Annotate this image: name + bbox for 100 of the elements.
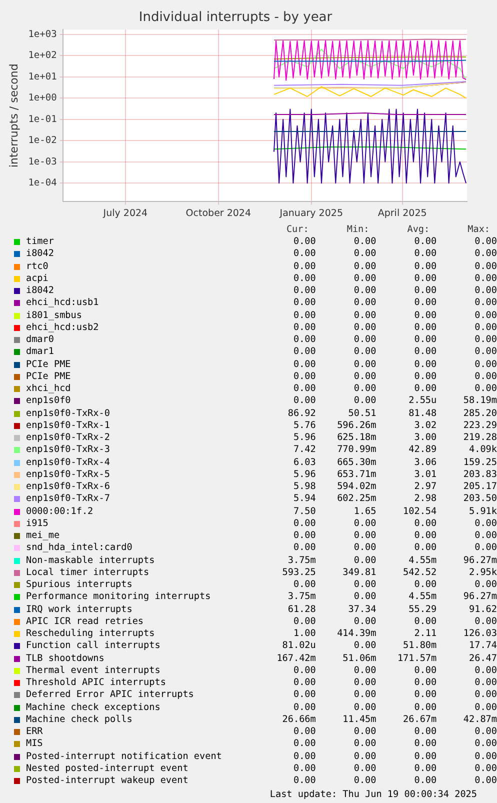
legend-label: Machine check polls [26, 714, 134, 726]
text: 3.75m 0.00 4.55m 96.27m [288, 591, 497, 602]
text: Avg: [406, 224, 431, 236]
text: 0.00 0.00 0.00 0.00 [293, 297, 497, 308]
legend-label: Non-maskable interrupts [26, 554, 156, 567]
text: 0.00 0.00 0.00 0.00 [293, 677, 497, 688]
y-tick-label: 1e+00 [28, 92, 58, 104]
y-axis-title: interrupts / second [7, 64, 20, 168]
legend-label: ERR [26, 726, 44, 738]
text: 7.42 770.99m 42.89 4.09k [293, 444, 497, 456]
legend-label: enp1s0f0-TxRx-2 [26, 432, 111, 444]
text: 0.00 0.00 0.00 0.00 [293, 322, 497, 333]
text: 0.00 0.00 0.00 0.00 [293, 775, 497, 786]
y-tick-label: 1e-04 [28, 178, 58, 189]
legend-label: enp1s0f0-TxRx-0 [26, 408, 111, 420]
text: Cur: [285, 224, 310, 236]
text: 5.96 653.71m 3.01 203.83 [293, 468, 497, 480]
y-tick-label: 1e-01 [28, 114, 58, 125]
text: 167.42m 51.06m 171.57m 26.47 [276, 652, 497, 664]
text: 0.00 0.00 0.00 0.00 [293, 738, 497, 750]
text: 0.00 0.00 0.00 0.00 [293, 310, 497, 320]
text: 0.00 0.00 0.00 0.00 [293, 530, 497, 541]
legend-label: snd_hda_intel:card0 [26, 542, 134, 554]
text: 0.00 0.00 0.00 0.00 [293, 579, 497, 590]
text: 0.00 0.00 0.00 0.00 [293, 248, 497, 260]
text: 0.00 0.00 0.00 0.00 [293, 358, 497, 370]
legend-label: Posted-interrupt notification event [26, 750, 223, 763]
x-tick-label: January 2025 [278, 208, 343, 219]
text: 61.28 37.34 55.29 91.62 [288, 604, 497, 614]
legend-label: Nested posted-interrupt event [26, 762, 190, 775]
text: 3.75m 0.00 4.55m 96.27m [288, 554, 497, 566]
text: 1.00 414.39m 2.11 126.03 [293, 628, 497, 639]
text: 0.00 0.00 0.00 0.00 [293, 383, 497, 394]
text: 0.00 0.00 0.00 0.00 [293, 370, 497, 382]
legend-label: enp1s0f0-TxRx-4 [26, 456, 111, 469]
legend-label: acpi [26, 272, 50, 285]
text: 0.00 0.00 0.00 0.00 [293, 272, 497, 284]
y-tick-label: 1e+01 [28, 71, 58, 82]
legend-label: enp1s0f0 [26, 395, 72, 408]
text: Last update: Thu Jun 19 00:00:34 2025 [268, 789, 478, 802]
text: 0.00 0.00 0.00 0.00 [293, 616, 497, 627]
legend-label: Thermal event interrupts [26, 664, 162, 677]
text: 0.00 0.00 0.00 0.00 [293, 702, 497, 712]
legend-label: enp1s0f0-TxRx-7 [26, 493, 111, 506]
legend-label: i8042 [26, 248, 55, 260]
legend-label: 0000:00:1f.2 [26, 506, 94, 518]
x-tick-label: July 2024 [102, 208, 148, 219]
text: 5.94 602.25m 2.98 203.50 [293, 493, 497, 504]
y-tick-label: 1e-03 [28, 156, 57, 168]
legend-label: dmar0 [26, 334, 55, 346]
text: 0.00 0.00 0.00 0.00 [293, 750, 497, 762]
text: 0.00 0.00 0.00 0.00 [293, 334, 497, 345]
legend-label: i801_smbus [26, 310, 83, 322]
chart-title: Individual interrupts - by year [138, 10, 333, 26]
text: 26.66m 11.45m 26.67m 42.87m [282, 714, 497, 725]
text: 86.92 50.51 81.48 285.20 [288, 408, 497, 418]
legend-label: rtc0 [26, 260, 50, 273]
x-tick-label: October 2024 [186, 208, 252, 219]
legend-label: Local timer interrupts [26, 566, 150, 579]
legend-label: Threshold APIC interrupts [26, 677, 167, 690]
legend-label: Machine check exceptions [26, 702, 162, 714]
legend-label: ehci_hcd:usb2 [26, 322, 100, 334]
legend-label: IRQ work interrupts [26, 604, 134, 616]
legend-label: ehci_hcd:usb1 [26, 297, 100, 310]
text: 0.00 0.00 0.00 0.00 [293, 762, 497, 774]
text: 81.02u 0.00 51.80m 17.74 [282, 640, 497, 652]
y-tick-label: 1e+02 [28, 50, 57, 62]
text: 0.00 0.00 0.00 0.00 [293, 236, 497, 247]
y-tick-label: 1e-02 [28, 135, 57, 146]
legend-label: MIS [26, 738, 44, 750]
text: 6.03 665.30m 3.06 159.25 [293, 456, 497, 468]
legend-label: enp1s0f0-TxRx-1 [26, 420, 111, 432]
text: 593.25 349.81 542.52 2.95k [282, 566, 497, 578]
legend-label: enp1s0f0-TxRx-3 [26, 444, 111, 456]
text: 0.00 0.00 0.00 0.00 [293, 664, 497, 676]
text: 0.00 0.00 0.00 0.00 [293, 260, 497, 272]
text: Min: [346, 224, 370, 236]
text: 7.50 1.65 102.54 5.91k [293, 506, 497, 516]
legend-label: APIC ICR read retries [26, 616, 145, 628]
legend-label: timer [26, 236, 55, 248]
legend-label: mei_me [26, 530, 61, 542]
y-tick-label: 1e+03 [28, 28, 57, 40]
legend-label: Deferred Error APIC interrupts [26, 689, 195, 702]
text: 5.76 596.26m 3.02 223.29 [293, 420, 497, 431]
legend-label: xhci_hcd [26, 383, 72, 396]
text: 0.00 0.00 0.00 0.00 [293, 689, 497, 700]
legend-label: Rescheduling interrupts [26, 628, 156, 640]
legend-label: i915 [26, 518, 50, 530]
text: 5.98 594.02m 2.97 205.17 [293, 481, 497, 492]
legend-label: i8042 [26, 285, 55, 298]
legend-label: Spurious interrupts [26, 579, 134, 592]
text: Max: [466, 224, 492, 236]
text: 0.00 0.00 0.00 0.00 [293, 542, 497, 554]
legend-label: Posted-interrupt wakeup event [26, 775, 190, 788]
legend-label: enp1s0f0-TxRx-6 [26, 481, 111, 494]
legend-label: enp1s0f0-TxRx-5 [26, 468, 111, 481]
legend-label: dmar1 [26, 346, 55, 358]
legend-label: Performance monitoring interrupts [26, 591, 212, 604]
legend-label: Function call interrupts [26, 640, 162, 652]
text: 0.00 0.00 0.00 0.00 [293, 285, 497, 296]
